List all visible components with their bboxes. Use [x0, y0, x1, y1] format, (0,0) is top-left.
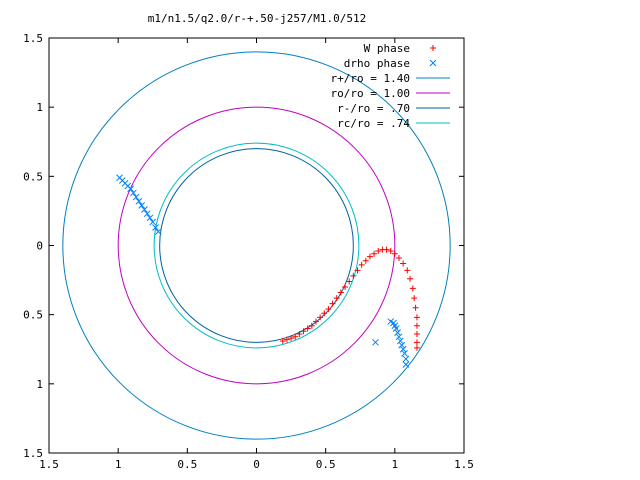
y-tick-label: 1 [36, 101, 43, 114]
series-1-point-6 [300, 328, 307, 335]
series-2-point-25 [401, 350, 408, 357]
series-2-point-10 [141, 206, 148, 213]
axes [48, 37, 465, 454]
series-1-point-23 [371, 250, 378, 257]
series-2-point-6 [130, 189, 137, 197]
series-2-point-8 [135, 197, 143, 205]
series-2-point-13 [149, 218, 157, 226]
series-1-point-9 [312, 318, 319, 325]
series-2-point-19 [392, 325, 400, 332]
circle-3 [159, 148, 354, 343]
legend-label: W phase [364, 42, 410, 55]
x-tick-label: 1.5 [454, 458, 474, 471]
series-2-point-5 [127, 185, 134, 193]
tick-labels: 1.5 1 0.5 0 0.5 1 1.51.510.500.511.5 [23, 32, 474, 471]
series-1-point-1 [279, 337, 286, 344]
series-1-point-33 [409, 285, 416, 292]
series-1-point-34 [411, 295, 418, 302]
y-tick-label: 1 [36, 378, 43, 391]
series-1-point-30 [400, 260, 407, 267]
series-2-point-11 [143, 210, 151, 218]
data-series [116, 174, 420, 368]
series-1-point-31 [404, 267, 411, 274]
series-1-point-4 [292, 333, 299, 340]
series-1-point-24 [375, 248, 382, 255]
circle-1 [62, 51, 451, 440]
series-1-point-36 [413, 314, 420, 321]
series-1-point-39 [413, 339, 420, 346]
series-2-point-22 [397, 337, 404, 345]
x-tick-label: 0.5 [316, 458, 336, 471]
series-2-point-15 [154, 228, 162, 236]
series-1-point-5 [296, 331, 303, 338]
series-1-point-16 [342, 284, 349, 290]
series-2-point-27 [402, 361, 410, 368]
legend-label: drho phase [344, 57, 410, 70]
series-1-point-7 [304, 325, 311, 332]
series-1-point-27 [387, 248, 394, 255]
plot-frame [48, 37, 465, 454]
series-1-point-22 [366, 253, 373, 260]
series-1-point-21 [362, 257, 369, 264]
series-2-point-20 [394, 329, 401, 337]
y-tick-label: 0.5 [23, 170, 43, 183]
legend-label: rc/ro = .74 [337, 117, 410, 130]
circle-2 [117, 106, 396, 385]
series-1-point-40 [413, 344, 420, 351]
x-tick-label: 1 [115, 458, 122, 471]
legend-label: r-/ro = .70 [337, 102, 410, 115]
legend-cross-marker [429, 59, 437, 67]
series-1-point-35 [412, 304, 419, 311]
series-1-point-29 [395, 254, 402, 261]
circle-4 [153, 142, 360, 349]
series-2-point-24 [399, 345, 407, 353]
series-2-point-9 [138, 202, 146, 209]
y-tick-label: 0 [36, 240, 43, 253]
series-1-point-18 [350, 272, 357, 279]
series-1 [279, 246, 420, 351]
series-1-point-28 [391, 250, 398, 257]
chart-title: m1/n1.5/q2.0/r-+.50-j257/M1.0/512 [148, 12, 367, 25]
x-tick-label: 1 [392, 458, 399, 471]
series-1-point-14 [333, 295, 340, 302]
series-2 [116, 174, 410, 368]
x-tick-label: 0 [253, 458, 260, 471]
reference-circles [62, 51, 451, 440]
series-1-point-13 [329, 300, 336, 307]
series-1-point-38 [413, 331, 420, 338]
y-tick-label: 0.5 [23, 309, 43, 322]
series-1-point-19 [354, 267, 361, 274]
series-1-point-32 [407, 275, 414, 282]
legend-label: ro/ro = 1.00 [331, 87, 410, 100]
series-2-point-21 [395, 333, 403, 341]
legend-label: r+/ro = 1.40 [331, 72, 410, 85]
series-1-point-17 [346, 278, 353, 285]
series-1-point-11 [321, 310, 328, 317]
series-2-point-7 [132, 193, 140, 201]
series-1-point-12 [325, 306, 332, 313]
series-2-point-23 [398, 341, 406, 349]
legend-plus-marker [430, 45, 436, 51]
series-1-point-15 [337, 289, 344, 296]
series-1-point-2 [283, 336, 290, 343]
series-2-point-12 [146, 214, 154, 222]
series-1-point-3 [288, 335, 295, 342]
y-tick-label: 1.5 [23, 447, 43, 460]
y-tick-label: 1.5 [23, 32, 43, 45]
series-1-point-10 [317, 314, 324, 321]
series-1-point-8 [308, 322, 315, 329]
x-tick-label: 0.5 [177, 458, 197, 471]
series-1-point-37 [413, 322, 420, 329]
legend: W phase drho phase r+/ro = 1.40 ro/ro = 1.0… [331, 42, 450, 130]
series-1-point-20 [358, 261, 365, 268]
series-2-point-14 [152, 224, 159, 231]
series-2-point-28 [372, 338, 379, 346]
series-1-point-26 [383, 246, 390, 253]
series-2-point-26 [402, 355, 410, 363]
x-tick-label: 1.5 [39, 458, 59, 471]
